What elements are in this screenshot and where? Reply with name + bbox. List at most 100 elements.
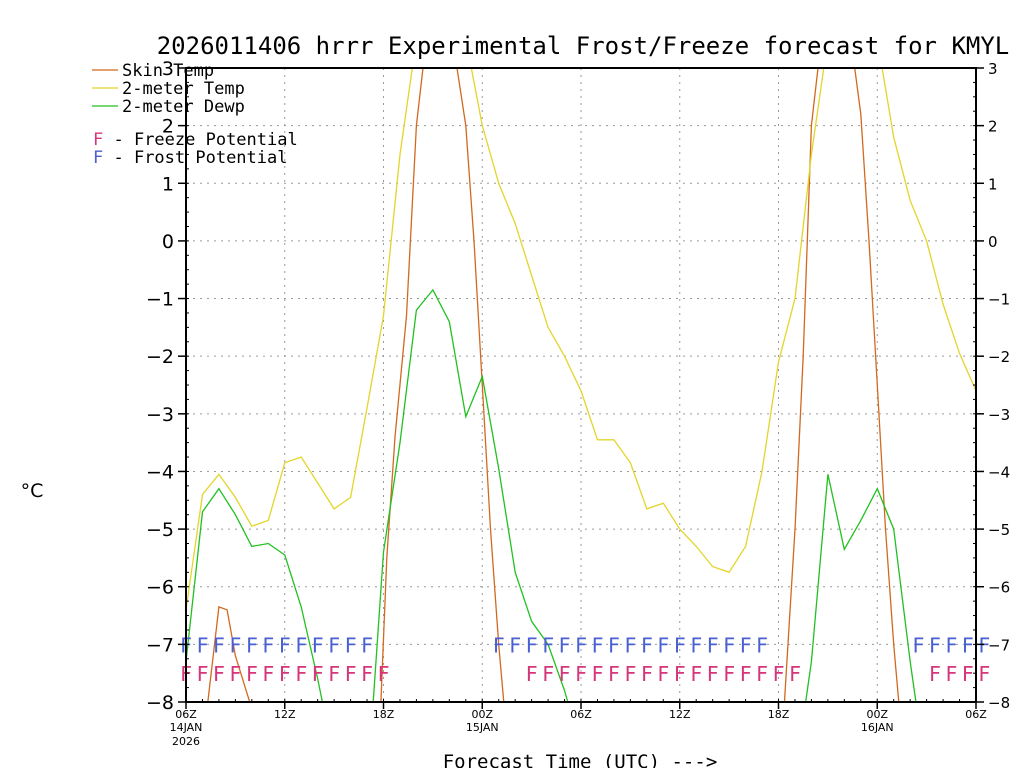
freeze-flag: F xyxy=(707,662,719,686)
freeze-flag: F xyxy=(559,662,571,686)
frost-flag: F xyxy=(312,633,324,657)
flag-legend-text: - Frost Potential xyxy=(103,148,287,168)
y-tick-label-right: −5 xyxy=(988,521,1010,539)
frost-flag: F xyxy=(978,633,990,657)
series-skin-temp xyxy=(207,68,900,702)
freeze-flag: F xyxy=(962,662,974,686)
freeze-flag: F xyxy=(978,662,990,686)
x-tick-label: 12Z xyxy=(669,708,691,721)
x-tick-label: 18Z xyxy=(373,708,395,721)
frost-flag: F xyxy=(641,633,653,657)
flag-legend-text: - Freeze Potential xyxy=(103,130,297,150)
x-tick-label: 12Z xyxy=(274,708,296,721)
frost-flag: F xyxy=(912,633,924,657)
frost-freeze-flags: F F F F F F F F F F F F F F F F F F F F F F F F F F F F F F F F F FF F F F F F… xyxy=(180,633,990,686)
axes: 3 3 2 2 1 1 0 0 −1 −1 −2 −2 −3 −3 −4 −4 −5 −5 −6 −6 −7 −7 −8 −8… xyxy=(146,58,1010,748)
frost-flag: F xyxy=(279,633,291,657)
y-tick-label-left: −3 xyxy=(146,404,174,426)
y-tick-label-right: −1 xyxy=(988,291,1010,309)
y-tick-label-right: 1 xyxy=(988,175,998,193)
frost-flag: F xyxy=(674,633,686,657)
x-tick-date: 15JAN xyxy=(466,721,499,734)
x-tick-label: 06Z xyxy=(570,708,592,721)
freeze-flag: F xyxy=(657,662,669,686)
frost-flag: F xyxy=(509,633,521,657)
freeze-flag: F xyxy=(773,662,785,686)
frost-flag: F xyxy=(945,633,957,657)
freeze-flag: F xyxy=(641,662,653,686)
freeze-flag: F xyxy=(542,662,554,686)
y-tick-label-right: −3 xyxy=(988,406,1010,424)
frost-flag: F xyxy=(962,633,974,657)
freeze-flag: F xyxy=(262,662,274,686)
freeze-flag: F xyxy=(945,662,957,686)
frost-flag: F xyxy=(690,633,702,657)
series-2-meter-temp xyxy=(186,68,976,610)
frost-flag: F xyxy=(542,633,554,657)
frost-flag: F xyxy=(213,633,225,657)
freeze-flag: F xyxy=(279,662,291,686)
x-tick-date: 14JAN xyxy=(170,721,203,734)
frost-flag: F xyxy=(608,633,620,657)
y-tick-label-right: −2 xyxy=(988,348,1010,366)
y-tick-label-left: −8 xyxy=(146,692,174,714)
x-axis-label: Forecast Time (UTC) ---> xyxy=(443,751,718,768)
frost-flag: F xyxy=(229,633,241,657)
y-tick-label-left: 2 xyxy=(162,116,174,138)
frost-flag: F xyxy=(657,633,669,657)
y-tick-label-left: 3 xyxy=(162,58,174,80)
chart-title: 2026011406 hrrr Experimental Frost/Freez… xyxy=(157,32,1010,60)
freeze-flag: F xyxy=(295,662,307,686)
frost-flag: F xyxy=(723,633,735,657)
x-tick-label: 18Z xyxy=(768,708,790,721)
frost-flag: F xyxy=(262,633,274,657)
frost-flag: F xyxy=(740,633,752,657)
freeze-flag: F xyxy=(624,662,636,686)
y-tick-label-left: −6 xyxy=(146,577,174,599)
frost-flag: F xyxy=(196,633,208,657)
frost-flag: F xyxy=(246,633,258,657)
freeze-flag: F xyxy=(723,662,735,686)
freeze-flag: F xyxy=(789,662,801,686)
flag-legend-letter: F xyxy=(93,130,103,150)
y-tick-label-left: −4 xyxy=(146,461,174,483)
y-tick-label-right: −4 xyxy=(988,463,1010,481)
freeze-flag: F xyxy=(345,662,357,686)
frost-flag: F xyxy=(707,633,719,657)
x-tick-label: 00Z xyxy=(866,708,888,721)
y-tick-label-right: 3 xyxy=(988,60,998,78)
freeze-flag: F xyxy=(312,662,324,686)
frost-flag: F xyxy=(929,633,941,657)
x-tick-label: 00Z xyxy=(471,708,493,721)
frost-flag: F xyxy=(328,633,340,657)
freeze-flag: F xyxy=(756,662,768,686)
data-series xyxy=(186,68,976,702)
y-tick-label-right: −6 xyxy=(988,579,1010,597)
freeze-flag: F xyxy=(526,662,538,686)
freeze-flag: F xyxy=(246,662,258,686)
x-tick-label: 06Z xyxy=(965,708,987,721)
frost-flag: F xyxy=(624,633,636,657)
y-tick-label-left: −1 xyxy=(146,289,174,311)
frost-flag: F xyxy=(591,633,603,657)
legend-label: 2-meter Dewp xyxy=(122,97,245,117)
x-tick-label: 06Z xyxy=(175,708,197,721)
gridlines xyxy=(186,68,976,702)
y-tick-label-left: −2 xyxy=(146,346,174,368)
frost-flag: F xyxy=(526,633,538,657)
freeze-flag: F xyxy=(690,662,702,686)
y-axis-label: °C xyxy=(21,480,44,502)
freeze-flag: F xyxy=(196,662,208,686)
frost-flag: F xyxy=(493,633,505,657)
freeze-flag: F xyxy=(929,662,941,686)
flag-legend-entry: F - Freeze Potential xyxy=(93,130,298,150)
freeze-flag: F xyxy=(591,662,603,686)
frost-flag: F xyxy=(756,633,768,657)
freeze-flag: F xyxy=(361,662,373,686)
freeze-flag: F xyxy=(213,662,225,686)
frost-flag: F xyxy=(575,633,587,657)
y-tick-label-left: −7 xyxy=(146,634,174,656)
y-tick-label-right: −7 xyxy=(988,636,1010,654)
freeze-flag: F xyxy=(328,662,340,686)
